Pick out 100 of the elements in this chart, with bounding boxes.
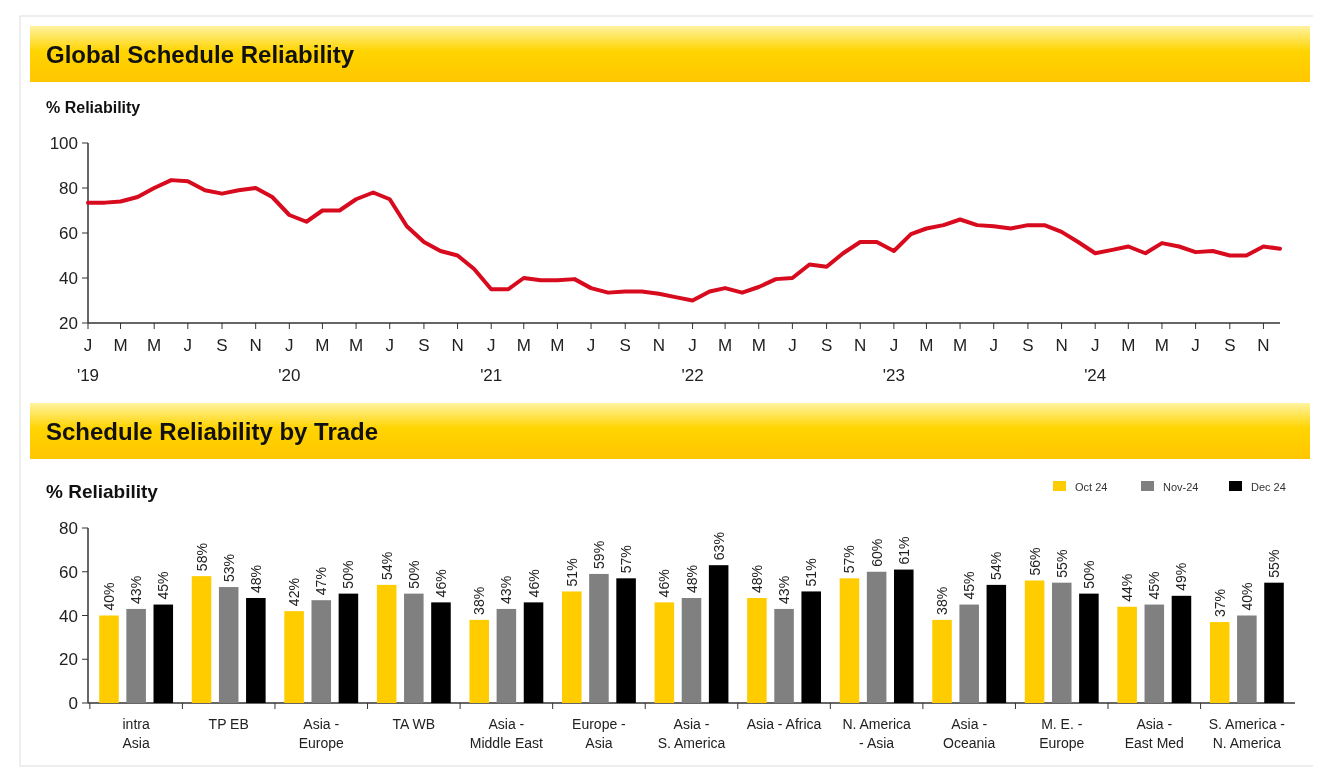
x-tick-label: S [216,336,228,355]
x-tick-label: N [1257,336,1270,355]
bar [774,608,794,703]
bar [191,576,212,703]
x-tick-label: J [989,336,998,355]
y-tick-label: 40 [59,269,78,288]
data-label: 54% [378,551,395,580]
data-label: 48% [247,564,264,593]
bar [747,598,767,703]
x-tick-label: M [113,336,128,355]
x-tick-label: J '23 [882,336,905,385]
bar [523,602,544,703]
bar [1171,595,1192,703]
bar [959,604,979,703]
y-tick-label: 60 [59,562,78,582]
data-label: 57% [841,545,858,574]
data-label: 54% [988,551,1005,580]
data-label: 38% [934,586,951,615]
x-tick-label: J [586,336,596,355]
data-label: 51% [803,558,820,587]
data-label: 44% [1119,573,1136,602]
x-tick-label: J [1191,336,1200,355]
bar [496,608,517,703]
bar [1264,582,1284,703]
data-label: 49% [1173,562,1190,591]
data-label: 45% [1146,571,1163,600]
data-label: 50% [1080,560,1097,589]
x-tick-label: M [751,336,766,355]
y-tick-label: 40 [59,606,78,626]
x-tick-label: TP EB [208,716,249,732]
bar [338,593,359,703]
x-tick-label: J '20 [278,336,301,385]
bar [1237,615,1257,703]
data-label: 51% [563,558,580,587]
bar [839,578,860,703]
bar [562,591,582,703]
x-tick-label: N [652,336,666,355]
data-label: 46% [525,569,542,598]
legend-label: Nov-24 [1163,481,1199,493]
x-tick-label: N [249,336,262,355]
x-tick-label: M [952,336,968,355]
bar [932,619,952,703]
y-tick-label: 80 [59,519,78,538]
data-label: 53% [220,554,237,583]
x-tick-label: TA WB [392,716,436,732]
y-tick-label: 60 [59,224,78,243]
legend-label: Dec 24 [1251,481,1286,493]
chart-title: Schedule Reliability by Trade [46,418,379,445]
x-tick-label: S [820,336,833,355]
x-tick-label: M [1154,336,1170,355]
bar [246,598,266,703]
bar [1209,622,1230,703]
x-tick-label: N [451,336,464,355]
y-tick-label: 20 [59,314,78,333]
data-label: 40% [100,582,117,611]
x-tick-label: J '22 [681,336,704,385]
x-tick-label: M [315,336,330,355]
bar [469,619,489,703]
y-tick-label: 100 [49,134,78,153]
x-tick-label: Europe - Asia [572,716,627,751]
data-label: 61% [895,536,912,565]
x-tick-label: M [718,336,733,355]
x-tick-label: S. America - N. America [1208,716,1286,751]
bar [153,604,174,703]
bar [616,578,636,703]
bar [376,584,397,703]
data-label: 45% [155,571,172,600]
y-tick-label: 0 [68,694,78,713]
x-tick-label: J '24 [1084,336,1107,385]
bar [801,591,821,703]
bar [284,611,304,703]
data-label: 45% [961,571,978,600]
bar [126,608,146,703]
bar [986,584,1007,703]
x-tick-label: N [1055,336,1068,355]
data-label: 43% [498,575,515,604]
x-tick-label: M [516,336,531,355]
x-tick-label: M [1121,336,1136,355]
chart-title: Global Schedule Reliability [46,41,355,68]
bar [1144,604,1165,703]
x-tick-label: M [550,336,565,355]
x-tick-label: M. E. - Europe [1039,716,1085,751]
bar [866,571,887,703]
bar [708,565,729,703]
data-label: 55% [1266,549,1283,578]
data-label: 57% [618,545,635,574]
data-label: 38% [471,586,488,615]
bar [311,600,332,703]
x-tick-label: J [385,336,394,355]
x-tick-label: S [418,336,430,355]
x-tick-label: N [854,336,867,355]
data-label: 60% [868,538,885,567]
data-label: 43% [128,575,145,604]
data-label: 59% [590,540,607,569]
y-axis-title: % Reliability [46,99,141,116]
data-label: 46% [656,569,673,598]
x-tick-label: Asia - Middle East [469,716,544,751]
x-tick-label: J [788,336,797,355]
line-series [86,178,1282,303]
data-label: 40% [1238,582,1255,611]
